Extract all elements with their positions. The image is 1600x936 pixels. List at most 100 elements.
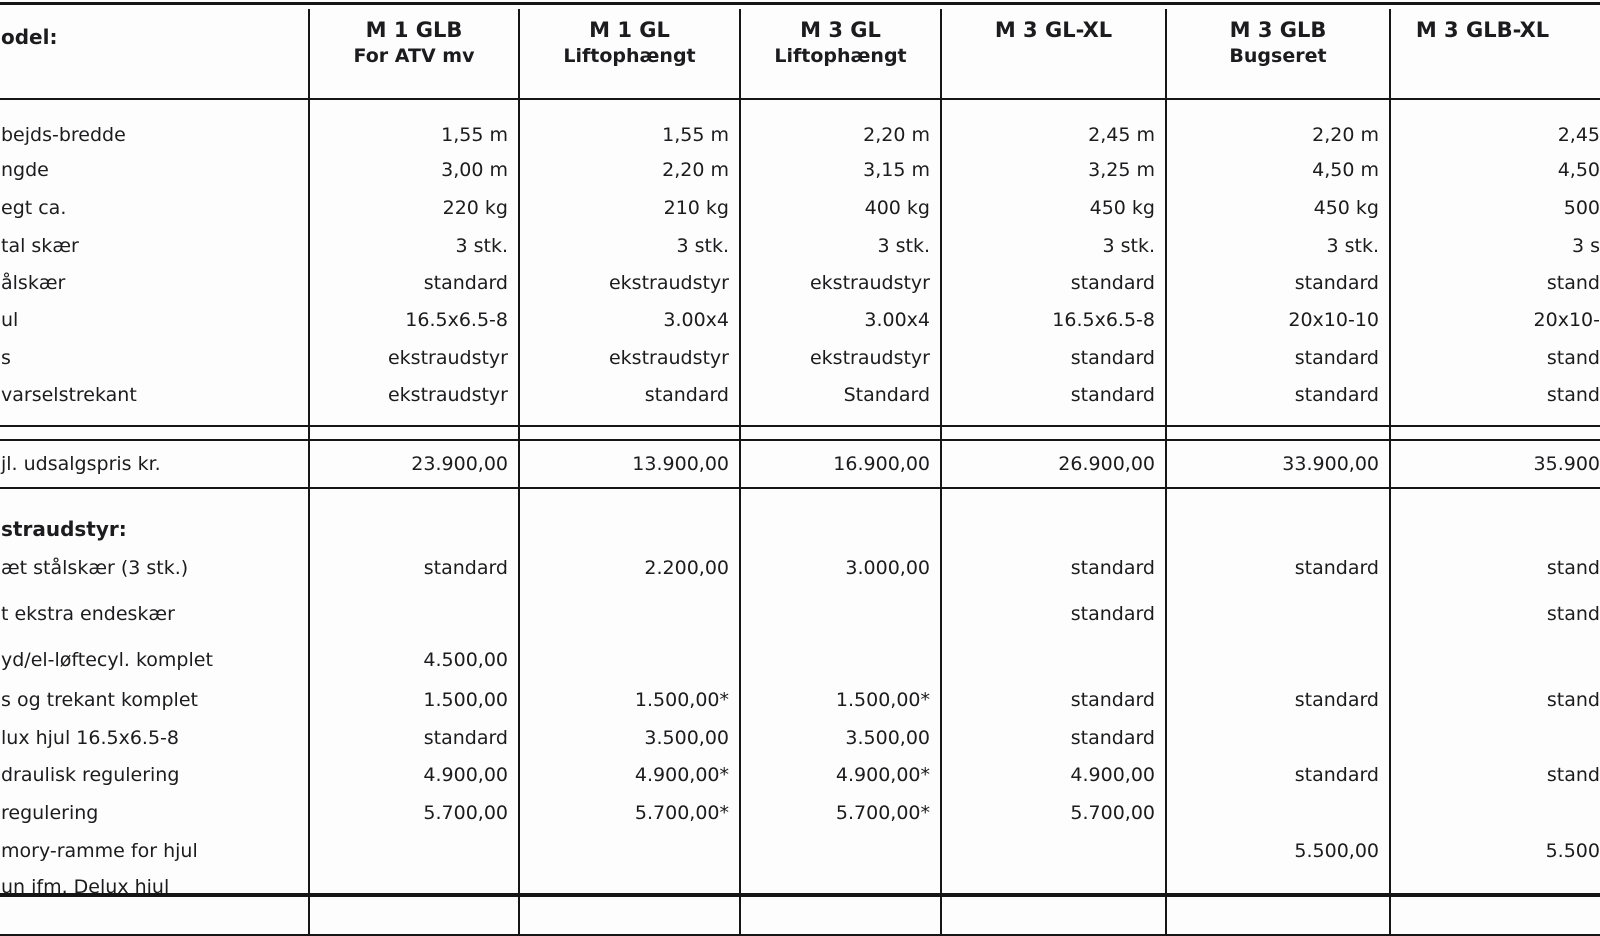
- spec-cell: 20x10-: [1389, 301, 1600, 339]
- spec-cell: ekstraudstyr: [518, 264, 740, 301]
- extras-cell: [1389, 719, 1600, 756]
- extras-cell: [1389, 794, 1600, 832]
- extras-heading: straudstyr:: [1, 517, 127, 541]
- extras-cell: [1165, 589, 1390, 639]
- table-bottom-rule: [0, 893, 1600, 897]
- spec-cell: 1,55 m: [518, 99, 740, 151]
- row-label: yd/el-løftecyl. komplet: [1, 649, 213, 671]
- spec-cell: stand: [1389, 339, 1600, 377]
- empty-cell: [940, 488, 1166, 546]
- extras-row-loeftecylinder: yd/el-løftecyl. komplet 4.500,00: [0, 639, 1600, 681]
- spec-row-laengde: ngde 3,00 m 2,20 m 3,15 m 3,25 m 4,50 m …: [0, 151, 1600, 189]
- extras-cell: standard: [1165, 681, 1390, 719]
- model-name: M 3 GL: [800, 18, 881, 42]
- model-subtitle: For ATV mv: [353, 45, 475, 67]
- extras-cell: 5.700,00: [940, 794, 1166, 832]
- spec-cell: 2,20 m: [518, 151, 740, 189]
- extras-cell: [308, 869, 519, 936]
- spec-cell: standard: [940, 264, 1166, 301]
- extras-row-saet-staalskaer: æt stålskær (3 stk.) standard 2.200,00 3…: [0, 546, 1600, 589]
- spec-cell: 3 stk.: [1165, 227, 1390, 264]
- spec-cell: 2,45: [1389, 99, 1600, 151]
- extras-cell: [1389, 639, 1600, 681]
- row-label: ngde: [1, 159, 49, 181]
- extras-section: straudstyr: æt stålskær (3 stk.) standar…: [0, 488, 1600, 936]
- extras-cell: [1165, 869, 1390, 936]
- spec-cell: 3,25 m: [940, 151, 1166, 189]
- spec-cell: 500: [1389, 189, 1600, 227]
- model-name: M 1 GLB: [365, 18, 463, 42]
- gap-cell: [0, 426, 309, 440]
- price-cell: 16.900,00: [739, 439, 941, 489]
- spec-cell: 4,50 m: [1165, 151, 1390, 189]
- model-subtitle: Liftophængt: [774, 45, 907, 67]
- extras-cell: [940, 639, 1166, 681]
- extras-cell: 3.500,00: [739, 719, 941, 756]
- spec-section: bejds-bredde 1,55 m 1,55 m 2,20 m 2,45 m…: [0, 99, 1600, 427]
- extras-cell: [1165, 639, 1390, 681]
- extras-cell: standard: [940, 719, 1166, 756]
- model-name: M 3 GL-XL: [994, 18, 1113, 42]
- extras-cell: stand: [1389, 589, 1600, 639]
- spec-cell: 2,20 m: [739, 99, 941, 151]
- spec-cell: ekstraudstyr: [308, 339, 519, 377]
- spec-cell: 3 stk.: [518, 227, 740, 264]
- extras-cell: [1165, 794, 1390, 832]
- row-label: ul: [1, 309, 19, 331]
- gap-cell: [308, 426, 519, 440]
- extras-cell: [308, 832, 519, 869]
- extras-cell: standard: [1165, 756, 1390, 794]
- extras-cell: [739, 589, 941, 639]
- row-label: tal skær: [1, 234, 79, 257]
- spec-row-advarselstrekant: varselstrekant ekstraudstyr standard Sta…: [0, 377, 1600, 427]
- model-subtitle: Liftophængt: [563, 45, 696, 67]
- row-label: varselstrekant: [0, 377, 309, 427]
- extras-cell: [940, 869, 1166, 936]
- empty-cell: [1165, 488, 1390, 546]
- price-cell: 35.900: [1389, 439, 1600, 489]
- extras-cell: [739, 869, 941, 936]
- header-row: odel: M 1 GLB For ATV mv M 1 GL Liftophæ…: [0, 9, 1600, 100]
- gap-cell: [518, 426, 740, 440]
- extras-cell: [940, 832, 1166, 869]
- extras-cell: 3.000,00: [739, 546, 941, 589]
- spec-row-hjul: ul 16.5x6.5-8 3.00x4 3.00x4 16.5x6.5-8 2…: [0, 301, 1600, 339]
- header-label-model: odel:: [0, 9, 309, 100]
- column-header-m3-gl: M 3 GL Liftophængt: [739, 9, 941, 100]
- extras-row-kun-ifm-delux: un ifm. Delux hjul: [0, 869, 1600, 936]
- spec-cell: 4,50: [1389, 151, 1600, 189]
- extras-cell: 2.200,00: [518, 546, 740, 589]
- extras-cell: 4.900,00: [940, 756, 1166, 794]
- spec-cell: 1,55 m: [308, 99, 519, 151]
- spec-cell: ekstraudstyr: [739, 264, 941, 301]
- gap-cell: [940, 426, 1166, 440]
- extras-row-lys-og-trekant: s og trekant komplet 1.500,00 1.500,00* …: [0, 681, 1600, 719]
- row-label: draulisk regulering: [1, 764, 180, 786]
- row-label: regulering: [1, 802, 99, 824]
- extras-row-ekstra-endeskaer: t ekstra endeskær standard stand: [0, 589, 1600, 639]
- spec-cell: standard: [1165, 377, 1390, 427]
- column-header-m1-glb: M 1 GLB For ATV mv: [308, 9, 519, 100]
- spec-cell: standard: [940, 339, 1166, 377]
- spec-cell: standard: [940, 377, 1166, 427]
- extras-cell: 4.900,00*: [739, 756, 941, 794]
- row-label: mory-ramme for hjul: [1, 839, 198, 862]
- spec-cell: 3 stk.: [308, 227, 519, 264]
- gap-cell: [1389, 426, 1600, 440]
- spec-cell: standard: [1165, 339, 1390, 377]
- spec-row-lys: s ekstraudstyr ekstraudstyr ekstraudstyr…: [0, 339, 1600, 377]
- spec-cell: ekstraudstyr: [308, 377, 519, 427]
- price-cell: 23.900,00: [308, 439, 519, 489]
- price-cell: 13.900,00: [518, 439, 740, 489]
- spec-cell: 3.00x4: [518, 301, 740, 339]
- extras-cell: [518, 832, 740, 869]
- price-section: jl. udsalgspris kr. 23.900,00 13.900,00 …: [0, 426, 1600, 489]
- row-label: bejds-bredde: [1, 124, 126, 146]
- spec-cell: 220 kg: [308, 189, 519, 227]
- extras-cell: 4.900,00*: [518, 756, 740, 794]
- extras-cell: [518, 639, 740, 681]
- extras-cell: 4.900,00: [308, 756, 519, 794]
- row-label: jl. udsalgspris kr.: [0, 439, 309, 489]
- spec-row-antal-skaer: tal skær 3 stk. 3 stk. 3 stk. 3 stk. 3 s…: [0, 227, 1600, 264]
- extras-cell: [308, 589, 519, 639]
